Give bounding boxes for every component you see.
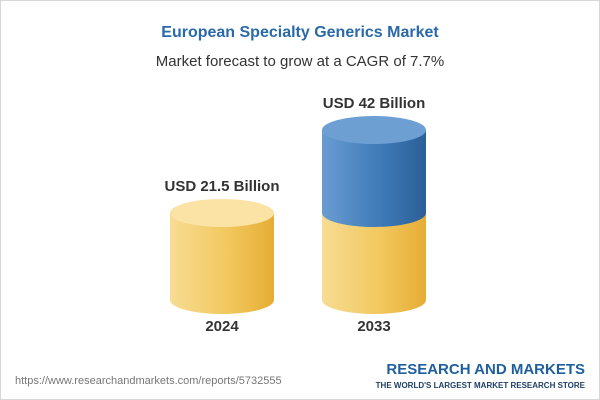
cylinder-body	[322, 130, 426, 227]
cylinder-base	[322, 212, 426, 314]
value-label: USD 21.5 Billion	[164, 178, 279, 195]
source-url: https://www.researchandmarkets.com/repor…	[15, 375, 282, 387]
x-tick-label: 2024	[205, 318, 239, 335]
cylinder	[170, 198, 274, 314]
cylinder-top	[170, 198, 274, 227]
x-tick-label: 2033	[357, 318, 390, 335]
chart-subtitle: Market forecast to grow at a CAGR of 7.7…	[156, 53, 444, 70]
chart-title: European Specialty Generics Market	[161, 24, 439, 41]
brand: RESEARCH AND MARKETS	[386, 361, 585, 378]
cylinder-body	[170, 212, 274, 314]
tagline: THE WORLD'S LARGEST MARKET RESEARCH STOR…	[376, 381, 586, 390]
value-label: USD 42 Billion	[323, 95, 426, 112]
cylinder	[322, 116, 426, 314]
cylinder-top	[322, 116, 426, 144]
